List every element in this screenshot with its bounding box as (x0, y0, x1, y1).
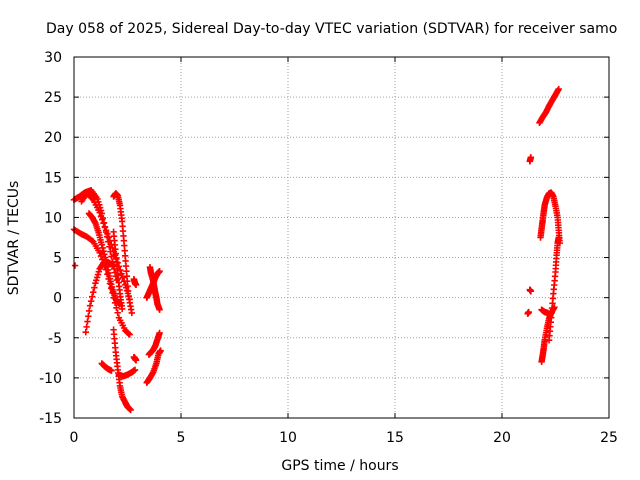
data-point (87, 297, 95, 305)
grid-lines (74, 57, 609, 418)
data-point (126, 331, 133, 338)
data-point (100, 220, 107, 227)
x-axis-label: GPS time / hours (281, 458, 398, 474)
x-tick-label: 10 (279, 430, 297, 446)
series-arc-19 (536, 85, 562, 126)
y-axis-label: SDTVAR / TECUs (6, 181, 22, 296)
data-point (125, 330, 132, 337)
data-point (102, 227, 110, 234)
series-arc-24 (524, 308, 532, 317)
series-arc-8 (110, 228, 126, 313)
data-point (128, 309, 135, 317)
data-point (118, 270, 125, 277)
series-arc-10 (115, 366, 139, 380)
data-point (527, 288, 535, 295)
data-point (156, 267, 163, 275)
series-arc-2 (70, 186, 120, 284)
y-tick-label: 25 (44, 90, 62, 106)
series-arc-16 (146, 263, 163, 313)
data-point (82, 328, 89, 336)
data-point (555, 85, 562, 93)
data-point (113, 304, 120, 311)
data-point (108, 367, 115, 374)
data-point (88, 195, 96, 202)
x-tick-label: 0 (70, 430, 79, 446)
chart-title: Day 058 of 2025, Sidereal Day-to-day VTE… (46, 21, 617, 37)
series-arc-23 (538, 306, 552, 317)
data-point (109, 261, 116, 268)
data-point (91, 284, 98, 291)
data-point (85, 313, 92, 320)
data-point (157, 347, 164, 354)
data-point (97, 212, 105, 220)
data-point (84, 318, 91, 325)
data-point (99, 244, 106, 252)
data-point (101, 251, 108, 258)
y-tick-label: -5 (48, 331, 62, 347)
data-point (555, 234, 562, 241)
data-point (71, 262, 79, 269)
data-point (127, 406, 134, 414)
series-arc-13 (143, 347, 164, 386)
data-point (101, 223, 109, 230)
y-tick-label: 5 (53, 251, 62, 267)
series-arc-25 (526, 286, 535, 295)
data-point (98, 241, 106, 248)
series-arc-12 (130, 276, 140, 289)
y-tick-label: -10 (39, 371, 62, 387)
x-tick-label: 20 (493, 430, 511, 446)
data-point (88, 293, 96, 300)
y-tick-label: 10 (44, 210, 62, 226)
data-point (102, 254, 109, 261)
y-tick-label: -15 (39, 411, 62, 427)
data-point (527, 154, 535, 161)
y-tick-label: 15 (44, 170, 62, 186)
series-arc-15 (145, 329, 163, 358)
data-point (118, 305, 126, 313)
data-point (156, 306, 163, 313)
data-point (131, 366, 139, 374)
series-arc-22 (545, 234, 562, 344)
data-point (544, 309, 552, 317)
tick-labels: 0 5 10 15 20 25 -15 -10 -5 0 5 10 15 20 25 30 (39, 50, 618, 446)
series-arc-3 (78, 190, 133, 303)
data-point (119, 274, 126, 281)
data-point (108, 253, 115, 260)
plot-frame (73, 56, 610, 419)
data-point (99, 216, 106, 223)
data-point (88, 237, 96, 244)
data-point (105, 234, 112, 241)
series-arc-11 (130, 353, 140, 364)
data-point (85, 307, 93, 315)
data-point (104, 230, 111, 238)
data-point (100, 247, 107, 255)
series-arc-7 (110, 190, 135, 317)
series-arc-18 (526, 154, 535, 165)
data-points (70, 85, 563, 414)
y-tick-label: 20 (44, 130, 62, 146)
data-point (90, 289, 97, 296)
y-tick-label: 30 (44, 50, 62, 66)
y-tick-label: 0 (53, 291, 62, 307)
data-point (114, 309, 121, 316)
data-point (132, 281, 140, 289)
data-point (96, 209, 103, 216)
x-tick-label: 25 (600, 430, 618, 446)
data-point (156, 329, 163, 337)
data-point (132, 357, 140, 364)
data-point (525, 308, 532, 316)
series-arc-21 (538, 304, 558, 366)
data-point (86, 302, 94, 309)
series-arc-6 (98, 360, 115, 374)
data-point (97, 252, 105, 260)
x-tick-label: 15 (386, 430, 404, 446)
data-point (96, 249, 103, 256)
series-arc-17 (71, 262, 79, 269)
data-point (83, 323, 90, 331)
x-tick-label: 5 (177, 430, 186, 446)
